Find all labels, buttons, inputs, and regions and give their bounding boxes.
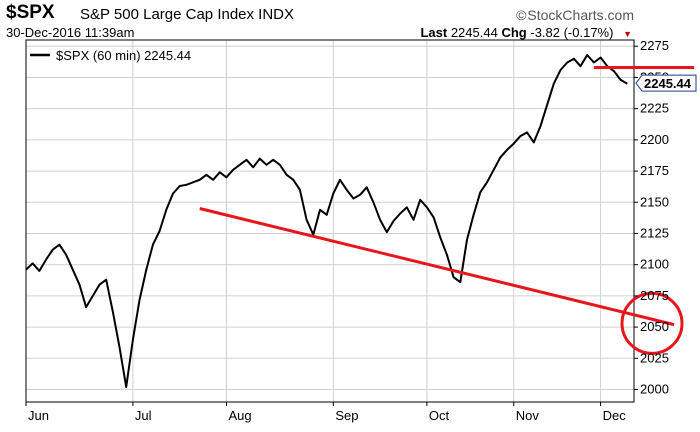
last-value: 2245.44 [450,25,498,40]
support-trendline [199,207,675,327]
y-tick-label: 2075 [640,288,669,303]
copyright-icon: © [516,7,527,23]
x-tick-label: Sep [335,408,358,423]
y-tick-label: 2175 [640,163,669,178]
last-price-tag: 2245.44 [635,74,697,92]
y-tick-label: 2100 [640,257,669,272]
y-tick-label: 2275 [640,38,669,53]
watermark-text: StockCharts.com [527,7,634,23]
last-price-tag-label: 2245.44 [644,76,692,91]
chg-label: Chg [501,25,527,40]
legend-label: $SPX (60 min) 2245.44 [56,48,191,63]
y-tick-label: 2225 [640,101,669,116]
x-tick-label: Nov [516,408,540,423]
down-arrow-icon: ▼ [623,28,632,39]
y-tick-label: 2150 [640,194,669,209]
x-tick-label: Aug [228,408,251,423]
x-axis: Jun Jul Aug Sep Oct Nov Dec [25,402,627,423]
chg-value: -3.82 (-0.17%) [530,25,614,40]
highlight-circle [620,291,684,355]
legend: $SPX (60 min) 2245.44 [30,48,191,63]
y-tick-label: 2050 [640,319,669,334]
y-tick-label: 2000 [640,382,669,397]
price-line [25,54,628,388]
y-tick-label: 2125 [640,225,669,240]
last-price-tag-box [635,74,697,92]
quote-summary: Last 2245.44 Chg -3.82 (-0.17%) ▼ [420,25,632,40]
grid [25,40,634,402]
plot-frame [25,39,635,403]
ticker-symbol: $SPX [6,2,55,23]
x-tick-label: Dec [603,408,627,423]
x-tick-label: Oct [429,408,450,423]
y-tick-label: 2200 [640,132,669,147]
chart-date: 30-Dec-2016 11:39am [6,25,135,40]
series-layer [25,54,628,388]
y-tick-label: 2025 [640,350,669,365]
x-tick-label: Jul [135,408,152,423]
index-name: S&P 500 Large Cap Index INDX [80,6,295,23]
annotation-layer [199,65,695,355]
chart-header: $SPX S&P 500 Large Cap Index INDX ©Stock… [0,0,700,40]
watermark: ©StockCharts.com [516,7,634,23]
last-label: Last [420,25,448,40]
y-axis: 2000 2025 2050 2075 2100 2125 2150 2175 2200 2225… [634,38,669,397]
x-tick-label: Jun [28,408,49,423]
